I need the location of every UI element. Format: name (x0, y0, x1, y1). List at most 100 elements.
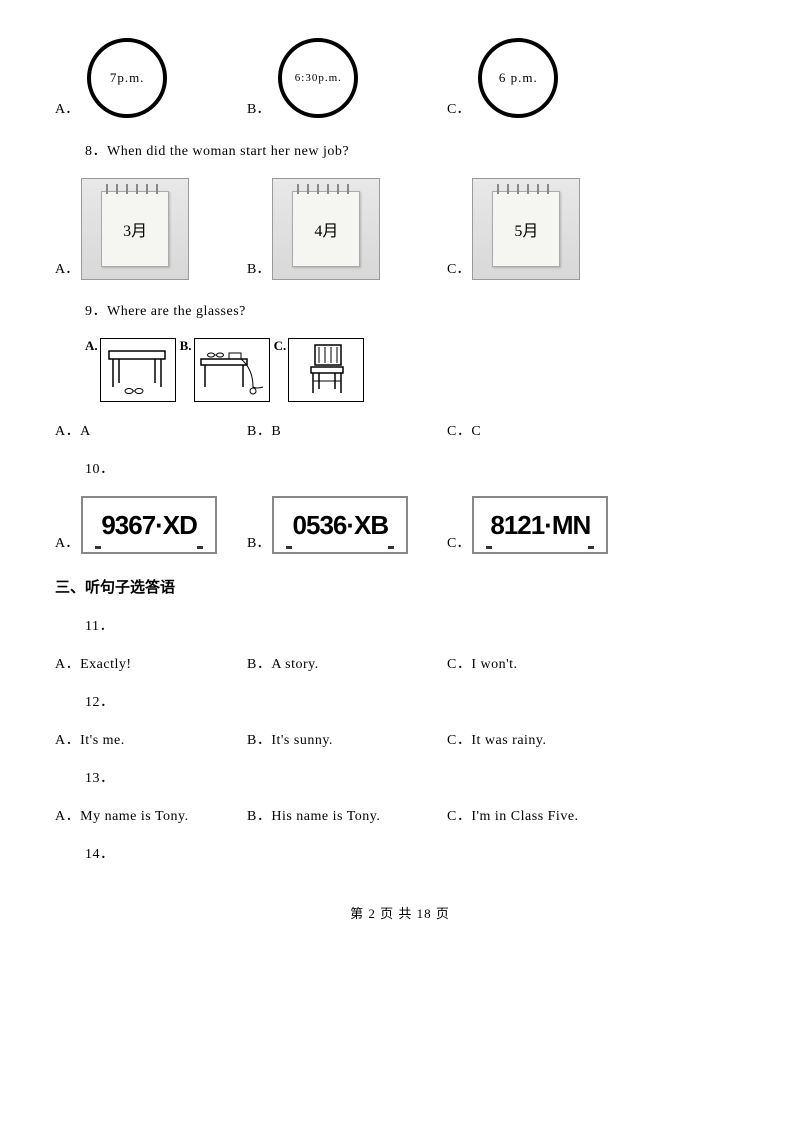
q7-options-row: A． 7p.m. B． 6:30p.m. C． 6 p.m. (55, 40, 745, 120)
table-glasses-on-icon (194, 338, 270, 402)
table-glasses-under-icon (100, 338, 176, 402)
license-plate-icon: 0536·XB (272, 496, 408, 554)
clock-text: 7p.m. (110, 70, 145, 86)
option-text: It's me. (80, 733, 125, 748)
option-text: A story. (271, 657, 318, 672)
option-prefix: B． (247, 809, 271, 824)
calendar-icon: 5月 (472, 178, 580, 280)
question-number: 9． (85, 304, 107, 319)
q7-option-a: A． 7p.m. (55, 40, 247, 120)
section-3-title: 三、听句子选答语 (55, 576, 745, 597)
q11-option-a: A．Exactly! (55, 653, 247, 673)
q8-option-a: A． 3月 (55, 178, 247, 280)
q13-text: 13． (85, 767, 745, 787)
q11-options: A．Exactly! B．A story. C．I won't. (55, 653, 745, 673)
q10-option-a: A． 9367·XD (55, 496, 247, 554)
option-prefix: A． (55, 258, 79, 280)
q13-option-b: B．His name is Tony. (247, 805, 447, 825)
q9-option-c: C．C (447, 420, 481, 440)
q9-option-b: B．B (247, 420, 447, 440)
option-prefix: C． (447, 733, 471, 748)
clock-text: 6 p.m. (499, 70, 538, 86)
clock-icon: 7p.m. (87, 38, 167, 118)
calendar-icon: 4月 (272, 178, 380, 280)
option-text: A (80, 424, 91, 439)
question-number: 14． (85, 847, 115, 862)
q12-option-c: C．It was rainy. (447, 729, 547, 749)
q12-text: 12． (85, 691, 745, 711)
q7-option-b: B． 6:30p.m. (247, 40, 447, 120)
option-prefix: C． (447, 657, 471, 672)
option-prefix: C． (447, 258, 470, 280)
plate-text: 0536·XB (293, 510, 389, 541)
option-prefix: C． (447, 532, 470, 554)
q11-option-c: C．I won't. (447, 653, 518, 673)
calendar-month: 3月 (123, 217, 147, 241)
option-prefix: A． (55, 733, 80, 748)
option-prefix: A． (55, 98, 79, 120)
q13-option-a: A．My name is Tony. (55, 805, 247, 825)
license-plate-icon: 9367·XD (81, 496, 217, 554)
chair-icon (288, 338, 364, 402)
clock-text: 6:30p.m. (295, 72, 342, 84)
option-prefix: B． (247, 98, 270, 120)
q11-text: 11． (85, 615, 745, 635)
question-number: 13． (85, 771, 115, 786)
license-plate-icon: 8121·MN (472, 496, 608, 554)
pic-label-b: B. (180, 338, 192, 354)
clock-icon: 6:30p.m. (278, 38, 358, 118)
q10-text: 10． (85, 458, 745, 478)
option-prefix: A． (55, 424, 80, 439)
option-prefix: B． (247, 657, 271, 672)
q8-text: 8．When did the woman start her new job? (85, 140, 745, 160)
option-text: I'm in Class Five. (471, 809, 578, 824)
q10-options-row: A． 9367·XD B． 0536·XB C． 8121·MN (55, 496, 745, 554)
q9-image-row: A. B. (85, 338, 745, 402)
calendar-month: 5月 (514, 217, 538, 241)
q13-option-c: C．I'm in Class Five. (447, 805, 579, 825)
q9-text: 9．Where are the glasses? (85, 300, 745, 320)
option-text: B (271, 424, 281, 439)
page-footer: 第 2 页 共 18 页 (55, 903, 745, 922)
question-number: 10． (85, 462, 115, 477)
q12-options: A．It's me. B．It's sunny. C．It was rainy. (55, 729, 745, 749)
option-text: My name is Tony. (80, 809, 189, 824)
pic-label-a: A. (85, 338, 98, 354)
option-text: His name is Tony. (271, 809, 380, 824)
q12-option-a: A．It's me. (55, 729, 247, 749)
q11-option-b: B．A story. (247, 653, 447, 673)
option-prefix: C． (447, 98, 470, 120)
q9-option-a: A．A (55, 420, 247, 440)
calendar-month: 4月 (314, 217, 338, 241)
q9-text-options: A．A B．B C．C (55, 420, 745, 440)
question-body: Where are the glasses? (107, 304, 246, 319)
plate-text: 9367·XD (101, 510, 197, 541)
option-prefix: B． (247, 733, 271, 748)
option-text: It was rainy. (471, 733, 546, 748)
option-prefix: A． (55, 809, 80, 824)
question-body: When did the woman start her new job? (107, 144, 349, 159)
q10-option-b: B． 0536·XB (247, 496, 447, 554)
q14-text: 14． (85, 843, 745, 863)
clock-icon: 6 p.m. (478, 38, 558, 118)
option-text: C (471, 424, 481, 439)
option-text: I won't. (471, 657, 517, 672)
option-prefix: B． (247, 258, 270, 280)
q13-options: A．My name is Tony. B．His name is Tony. C… (55, 805, 745, 825)
option-prefix: B． (247, 424, 271, 439)
option-prefix: A． (55, 657, 80, 672)
option-prefix: A． (55, 532, 79, 554)
page-content: A． 7p.m. B． 6:30p.m. C． 6 p.m. 8．When di… (0, 0, 800, 952)
q8-option-b: B． 4月 (247, 178, 447, 280)
question-number: 12． (85, 695, 115, 710)
plate-text: 8121·MN (490, 510, 590, 541)
q8-options-row: A． 3月 B． 4月 C． 5月 (55, 178, 745, 280)
option-prefix: C． (447, 424, 471, 439)
q7-option-c: C． 6 p.m. (447, 40, 558, 120)
pic-label-c: C. (274, 338, 287, 354)
option-text: Exactly! (80, 657, 131, 672)
option-prefix: C． (447, 809, 471, 824)
q8-option-c: C． 5月 (447, 178, 580, 280)
q10-option-c: C． 8121·MN (447, 496, 608, 554)
q12-option-b: B．It's sunny. (247, 729, 447, 749)
